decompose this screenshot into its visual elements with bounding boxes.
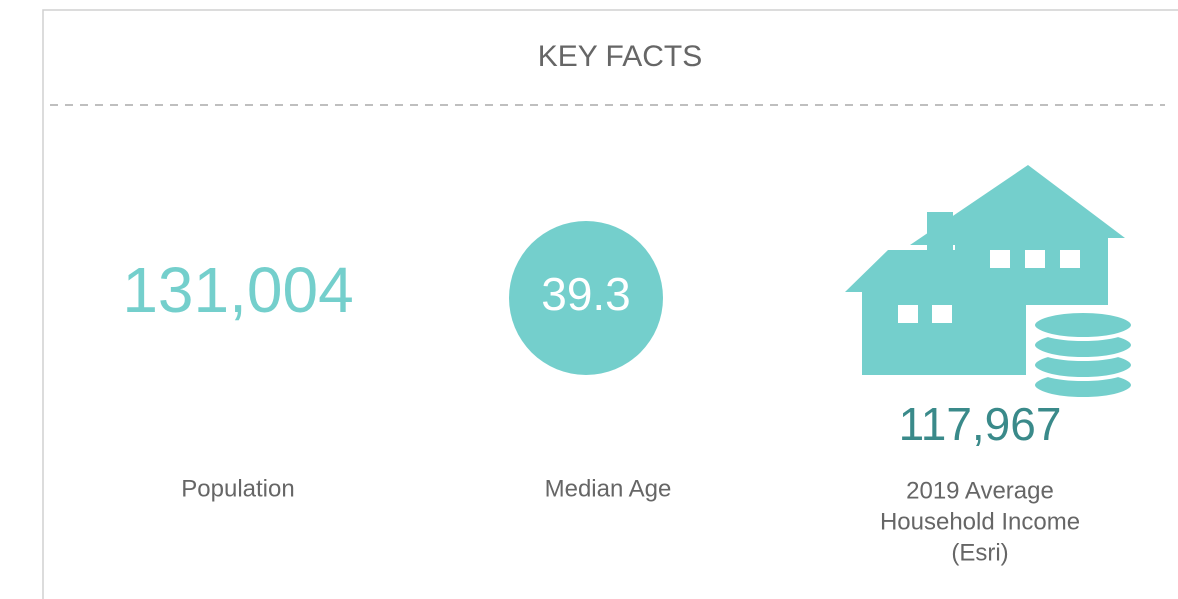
income-label: (Esri) <box>951 539 1008 566</box>
age-circle <box>509 221 663 375</box>
panel-border <box>42 9 1178 599</box>
income-label: 2019 Average <box>906 477 1054 504</box>
income-value: 117,967 <box>899 398 1062 450</box>
age-value: 39.3 <box>541 268 631 320</box>
population-value: 131,004 <box>122 254 353 326</box>
coin-stack <box>1026 305 1140 405</box>
age-label: Median Age <box>545 475 672 502</box>
panel-title: KEY FACTS <box>538 40 703 73</box>
population-label: Population <box>181 475 294 502</box>
income-label: Household Income <box>880 508 1080 535</box>
